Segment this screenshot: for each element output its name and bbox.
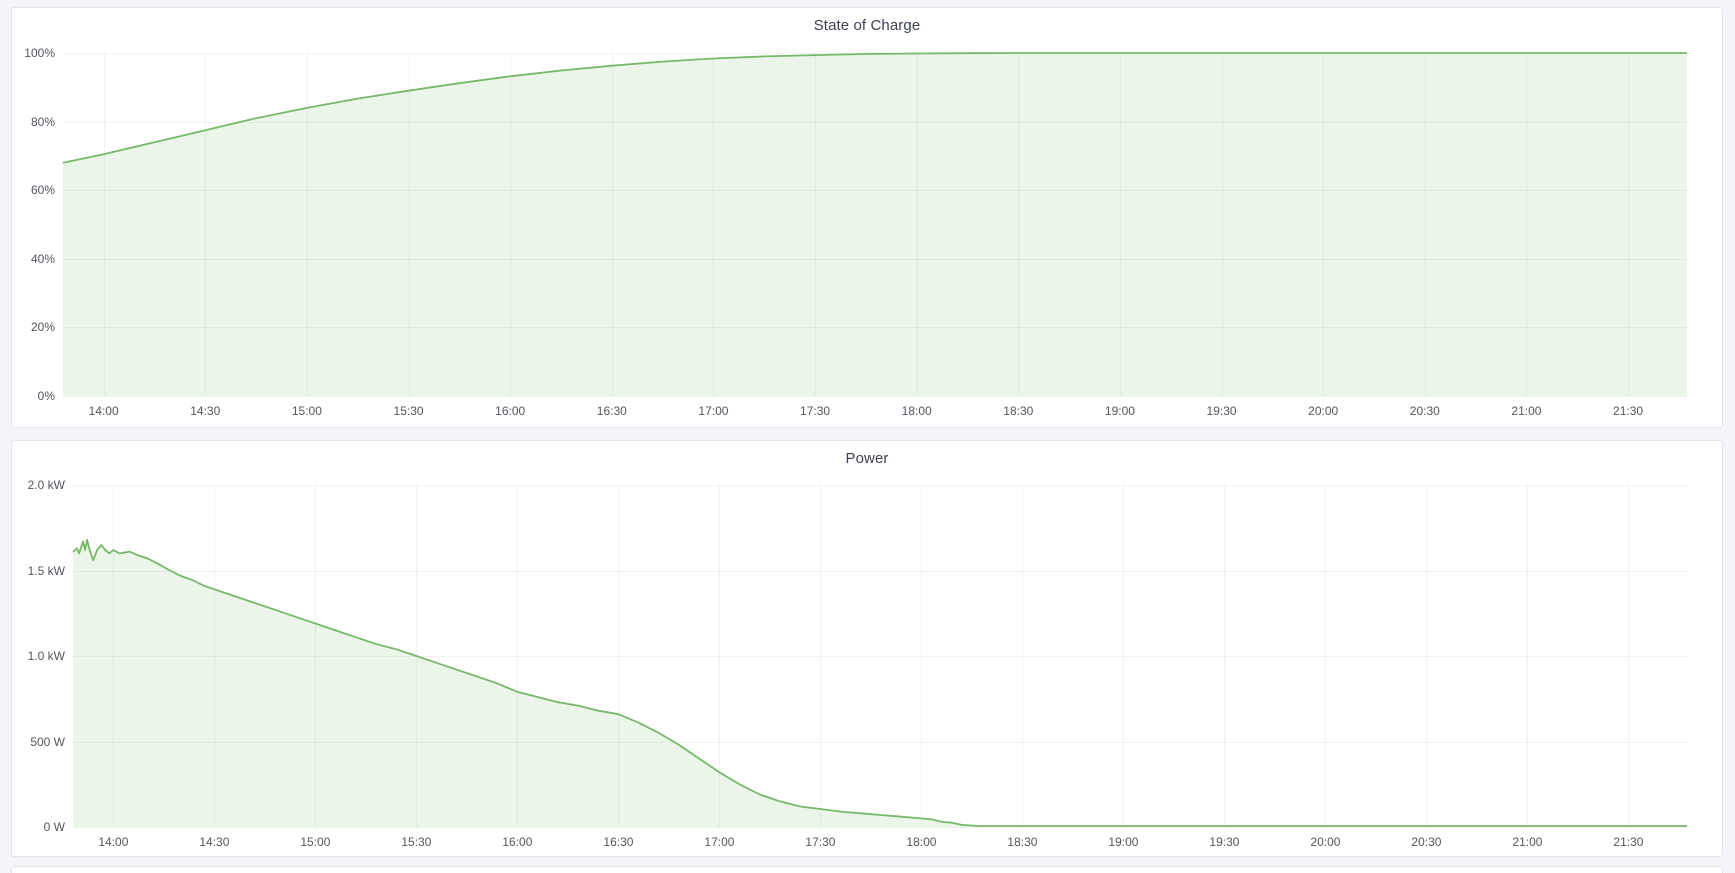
x-gridline: [1221, 53, 1223, 396]
x-tick-label: 20:00: [1310, 835, 1341, 849]
x-gridline: [408, 53, 410, 396]
series-area-fill: [63, 53, 1687, 396]
x-gridline: [205, 53, 207, 396]
next-panel-top-edge: [11, 866, 1723, 873]
x-gridline: [1325, 485, 1327, 827]
y-gridline: [63, 190, 1687, 192]
x-gridline: [820, 485, 822, 827]
y-gridline: [73, 570, 1687, 572]
series-line: [72, 538, 1687, 827]
state-of-charge-panel-title[interactable]: State of Charge: [813, 17, 921, 34]
x-gridline: [1628, 53, 1630, 396]
y-tick-label: 2.0 kW: [27, 478, 65, 492]
x-tick-label: 17:00: [704, 835, 735, 849]
y-tick-label: 1.0 kW: [27, 649, 65, 663]
x-gridline: [916, 53, 918, 396]
x-tick-label: 14:00: [88, 404, 119, 418]
x-tick-label: 16:00: [502, 835, 533, 849]
x-tick-label: 21:30: [1613, 835, 1644, 849]
x-tick-label: 15:30: [401, 835, 432, 849]
x-gridline: [510, 53, 512, 396]
x-tick-label: 19:30: [1206, 404, 1237, 418]
x-tick-label: 21:00: [1511, 404, 1542, 418]
y-gridline: [73, 827, 1687, 828]
x-gridline: [921, 485, 923, 827]
x-tick-label: 15:00: [291, 404, 322, 418]
x-gridline: [719, 485, 721, 827]
x-gridline: [103, 53, 105, 396]
power-panel: Power 0 W 500 W 1.0 kW 1.5 kW 2.0 kW 14:00 14:…: [11, 440, 1723, 857]
x-tick-label: 21:30: [1613, 404, 1644, 418]
x-tick-label: 14:30: [190, 404, 221, 418]
x-tick-label: 20:00: [1308, 404, 1339, 418]
x-tick-label: 19:30: [1209, 835, 1240, 849]
power-plot-area[interactable]: 0 W 500 W 1.0 kW 1.5 kW 2.0 kW 14:00 14:30 15:0…: [28, 478, 1687, 849]
y-tick-label: 40%: [30, 251, 55, 266]
series-area-fill: [73, 539, 1687, 827]
power-series: [72, 538, 1687, 827]
x-tick-label: 16:30: [603, 835, 634, 849]
x-tick-label: 18:30: [1003, 404, 1034, 418]
x-tick-label: 15:00: [300, 835, 331, 849]
x-gridline: [1424, 53, 1426, 396]
x-tick-label: 17:30: [800, 404, 831, 418]
x-gridline: [214, 485, 216, 827]
x-gridline: [315, 485, 317, 827]
x-gridline: [1628, 485, 1630, 827]
state-of-charge-plot-area[interactable]: 0% 20% 40% 60% 80% 100% 14:00 14:30 15:00 15:30 16…: [24, 46, 1687, 418]
y-tick-label: 100%: [24, 46, 55, 60]
power-panel-title[interactable]: Power: [845, 450, 889, 467]
x-gridline: [618, 485, 620, 827]
state-of-charge-panel: State of Charge 0% 20% 40% 60% 80% 100% 14:00 1…: [11, 7, 1723, 428]
y-tick-label: 80%: [30, 114, 55, 129]
y-gridline: [73, 741, 1687, 743]
y-gridline: [63, 121, 1687, 123]
x-gridline: [1426, 485, 1428, 827]
y-tick-label: 60%: [30, 183, 55, 198]
y-tick-label: 500 W: [30, 734, 65, 749]
x-gridline: [1224, 485, 1226, 827]
y-gridline: [63, 327, 1687, 329]
x-gridline: [815, 53, 817, 396]
x-tick-label: 16:00: [495, 404, 526, 418]
x-tick-label: 15:30: [393, 404, 424, 418]
y-tick-label: 0%: [37, 389, 55, 403]
x-tick-label: 18:00: [901, 404, 932, 418]
x-gridline: [1527, 485, 1529, 827]
y-gridline: [63, 258, 1687, 260]
x-gridline: [113, 485, 115, 827]
x-tick-label: 14:00: [98, 835, 129, 849]
x-gridline: [1018, 53, 1020, 396]
x-tick-label: 21:00: [1512, 835, 1543, 849]
x-gridline: [611, 53, 613, 396]
y-gridline: [63, 396, 1687, 397]
x-gridline: [1526, 53, 1528, 396]
y-tick-label: 0 W: [43, 820, 65, 834]
x-tick-label: 17:30: [805, 835, 836, 849]
x-gridline: [1119, 53, 1121, 396]
x-tick-label: 20:30: [1411, 835, 1442, 849]
x-tick-label: 19:00: [1108, 835, 1139, 849]
x-gridline: [306, 53, 308, 396]
x-gridline: [1123, 485, 1125, 827]
x-tick-label: 14:30: [199, 835, 230, 849]
x-tick-label: 16:30: [596, 404, 627, 418]
x-tick-label: 19:00: [1104, 404, 1135, 418]
x-tick-label: 20:30: [1409, 404, 1440, 418]
y-tick-label: 1.5 kW: [27, 563, 65, 578]
y-gridline: [73, 485, 1687, 486]
x-tick-label: 18:00: [906, 835, 937, 849]
x-gridline: [1022, 485, 1024, 827]
x-gridline: [517, 485, 519, 827]
y-tick-label: 20%: [30, 320, 55, 335]
x-gridline: [713, 53, 715, 396]
x-tick-label: 17:00: [698, 404, 729, 418]
x-gridline: [1323, 53, 1325, 396]
state-of-charge-series: [62, 52, 1687, 396]
y-gridline: [73, 656, 1687, 657]
x-tick-label: 18:30: [1007, 835, 1038, 849]
series-line: [62, 52, 1687, 164]
